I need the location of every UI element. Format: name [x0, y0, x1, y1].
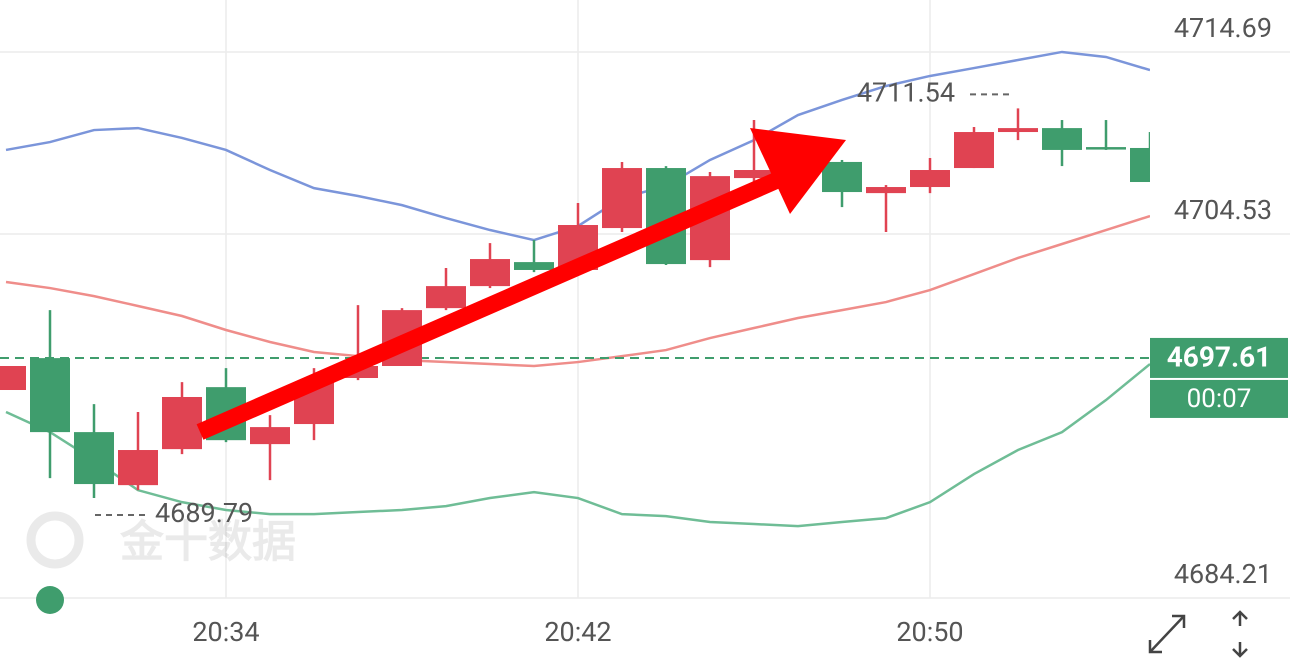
grid [0, 0, 1290, 599]
candle-body [954, 132, 994, 169]
candle-body [866, 187, 906, 194]
candle-body [998, 128, 1038, 133]
watermark: 金十数据 [26, 511, 296, 569]
countdown-badge [1150, 379, 1288, 418]
expand-icon[interactable] [1148, 614, 1186, 654]
y-tick-label: 4704.53 [1174, 194, 1272, 226]
watermark-logo [26, 511, 84, 569]
price-badge-label: 4697.61 [1167, 340, 1272, 373]
candle-body [0, 366, 26, 391]
axis-toggle-icon[interactable] [1232, 610, 1248, 658]
candle-body [822, 161, 862, 193]
candle-body [30, 358, 70, 433]
y-tick-label: 4714.69 [1174, 12, 1272, 44]
high-annotation: 4711.54 [857, 77, 955, 109]
candle-body [734, 170, 774, 179]
candle-body [1042, 128, 1082, 150]
candle-body [426, 286, 466, 309]
band-line [5, 363, 1150, 528]
x-tick-label: 20:50 [896, 616, 963, 648]
candle-body [250, 427, 290, 445]
trend-arrow [196, 128, 846, 440]
countdown-label: 00:07 [1187, 384, 1252, 414]
candle-body [514, 262, 554, 270]
candle-body [74, 432, 114, 485]
low-annotation: 4689.79 [155, 497, 253, 529]
band-line [5, 214, 1150, 368]
watermark-text: 金十数据 [119, 516, 296, 568]
plot [0, 50, 1150, 528]
candle-body [1086, 147, 1126, 150]
arrow-head [750, 128, 846, 214]
candle-body [602, 168, 642, 229]
candle-body [910, 170, 950, 188]
candle-body [470, 259, 510, 287]
price-badge [1150, 337, 1288, 378]
candle-body [118, 450, 158, 486]
y-tick-label: 4684.21 [1174, 558, 1272, 590]
candle-body [1130, 147, 1150, 183]
x-tick-label: 20:34 [192, 616, 259, 648]
x-tick-label: 20:42 [544, 616, 611, 648]
candle-body [162, 396, 202, 450]
arrow-shaft [196, 170, 786, 440]
status-dot [36, 586, 64, 614]
